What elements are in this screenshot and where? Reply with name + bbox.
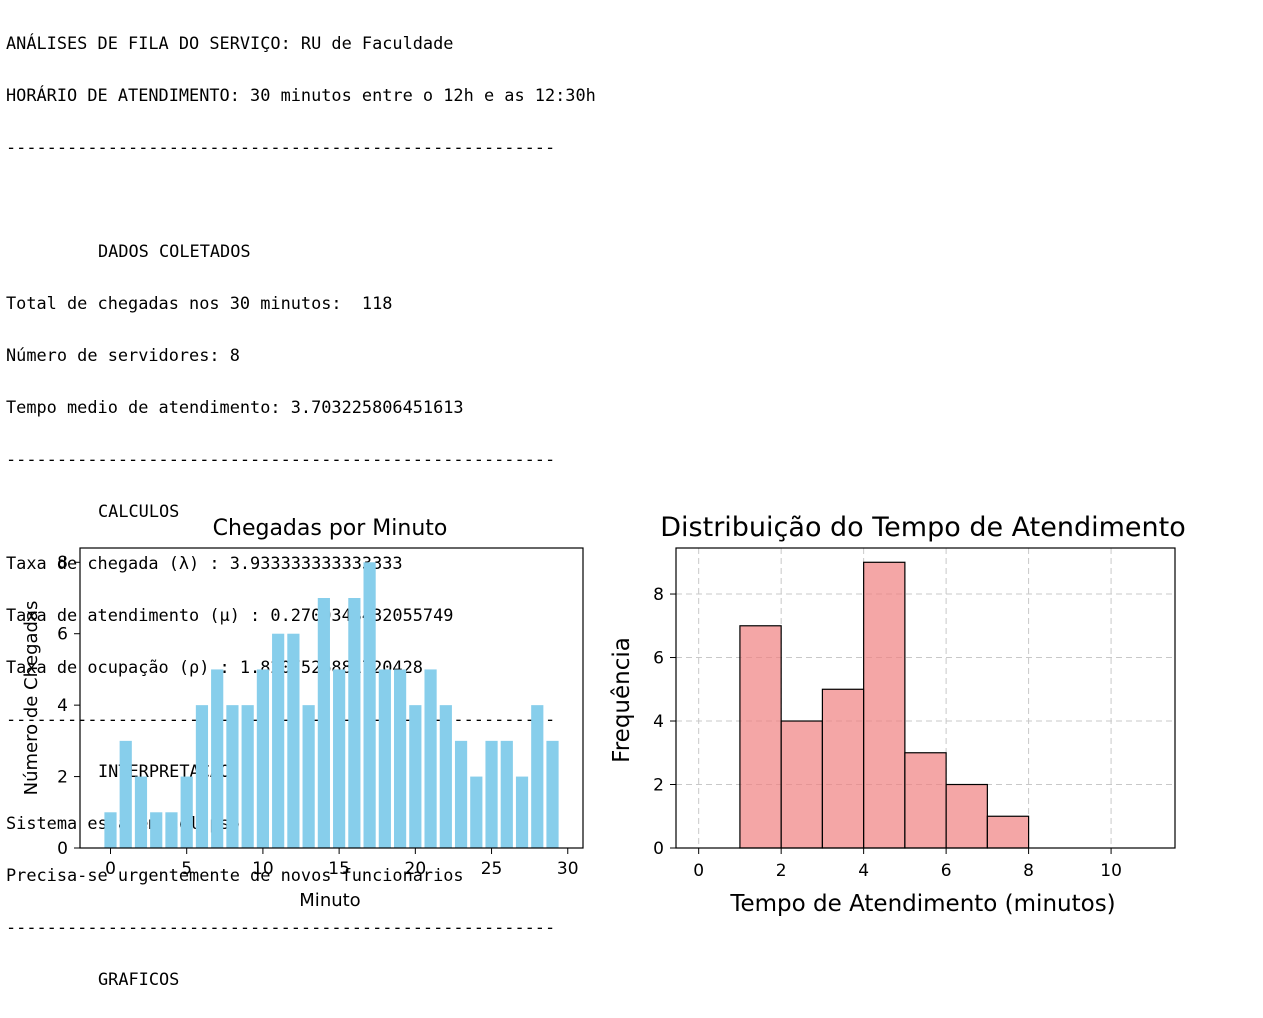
y-tick-label: 6 <box>653 648 664 668</box>
plot-frame <box>675 547 1176 849</box>
bar-minuto-25 <box>485 740 498 848</box>
bar-minuto-7 <box>211 669 224 848</box>
bar-minuto-29 <box>546 740 559 848</box>
x-tick-label: 25 <box>481 859 503 879</box>
x-tick-label: 8 <box>1023 861 1034 881</box>
bar-minuto-26 <box>500 740 513 848</box>
bar-minuto-9 <box>241 705 254 848</box>
y-tick-label: 6 <box>57 625 68 645</box>
bar-minuto-27 <box>515 776 529 848</box>
y-tick-label: 4 <box>653 712 664 732</box>
histogram-bar-2 <box>780 720 824 849</box>
x-tick-label: 15 <box>328 859 350 879</box>
interpretacao-line-2: Precisa-se urgentemente de novos funcion… <box>6 865 464 885</box>
x-axis-ticks: 0 5 10 15 20 25 30 <box>105 848 579 879</box>
bar-minuto-13 <box>302 705 315 848</box>
bar-minuto-0 <box>104 812 117 848</box>
x-tick-label: 5 <box>181 859 192 879</box>
bar-minuto-2 <box>134 776 148 848</box>
bar-minuto-19 <box>393 669 407 848</box>
taxa-chegada-line: Taxa de chegada (λ) : 3.933333333333333 <box>6 553 403 573</box>
histogram-bars <box>739 561 1030 849</box>
header-service: ANÁLISES DE FILA DO SERVIÇO: RU de Facul… <box>6 33 454 53</box>
bar-minuto-12 <box>287 633 300 848</box>
bar-minuto-16 <box>348 598 361 848</box>
console-output: ANÁLISES DE FILA DO SERVIÇO: RU de Facul… <box>6 4 596 1018</box>
y-tick-label: 4 <box>57 696 68 716</box>
x-tick-label: 10 <box>252 859 274 879</box>
x-tick-label: 2 <box>776 861 787 881</box>
blank-line <box>6 186 596 212</box>
y-axis-ticks: 0 2 4 6 8 <box>653 585 676 859</box>
y-tick-label: 0 <box>57 839 68 859</box>
histogram-bar-5 <box>904 752 947 849</box>
chart-distribuicao-tempo: Distribuição do Tempo de Atendimento 0 2 4… <box>609 512 1186 917</box>
x-tick-label: 0 <box>693 861 704 881</box>
y-axis-label: Número de Chegadas <box>21 601 42 796</box>
histogram-bar-7 <box>986 815 1030 849</box>
num-servidores-line: Número de servidores: 8 <box>6 345 240 365</box>
separator: ----------------------------------------… <box>6 137 556 157</box>
bar-minuto-11 <box>272 633 285 848</box>
chart-title: Distribuição do Tempo de Atendimento <box>660 512 1186 543</box>
chart-chegadas-por-minuto: Chegadas por Minuto 0 5 10 15 20 25 30 0 2 4 6 8 M… <box>21 516 584 911</box>
x-axis-label: Minuto <box>299 890 360 911</box>
bar-minuto-4 <box>165 812 178 848</box>
bar-minuto-20 <box>409 705 422 848</box>
bar-minuto-10 <box>256 669 270 848</box>
total-chegadas-line: Total de chegadas nos 30 minutos: 118 <box>6 293 393 313</box>
bar-minuto-21 <box>424 669 437 848</box>
x-tick-label: 20 <box>405 859 427 879</box>
bar-minuto-18 <box>378 669 391 848</box>
chart-title: Chegadas por Minuto <box>213 516 448 541</box>
bar-minuto-3 <box>150 812 163 848</box>
bar-minuto-15 <box>333 669 346 848</box>
bar-minuto-22 <box>439 705 452 848</box>
x-tick-label: 0 <box>105 859 116 879</box>
histogram-bar-3 <box>821 688 865 849</box>
x-axis-label: Tempo de Atendimento (minutos) <box>729 891 1115 917</box>
taxa-ocupacao-line: Taxa de ocupação (ρ) : 1.820752688172042… <box>6 657 423 677</box>
x-tick-label: 4 <box>858 861 869 881</box>
y-tick-label: 8 <box>653 585 664 605</box>
bar-series <box>104 562 559 848</box>
plot-frame <box>79 547 584 849</box>
taxa-atendimento-line: Taxa de atendimento (μ) : 0.270034843205… <box>6 605 454 625</box>
histogram-bar-1 <box>739 625 782 849</box>
bar-minuto-5 <box>180 776 193 848</box>
bar-minuto-6 <box>195 705 209 848</box>
bar-minuto-24 <box>470 776 483 848</box>
y-tick-label: 2 <box>653 775 664 795</box>
y-tick-label: 8 <box>57 553 68 573</box>
histogram-bar-4 <box>863 561 906 849</box>
bar-minuto-14 <box>317 598 330 848</box>
tempo-medio-line: Tempo medio de atendimento: 3.7032258064… <box>6 397 464 417</box>
section-dados: DADOS COLETADOS <box>98 241 251 261</box>
bar-minuto-28 <box>531 705 544 848</box>
bar-minuto-23 <box>454 740 468 848</box>
x-tick-label: 10 <box>1100 861 1122 881</box>
histogram-bar-6 <box>945 783 988 849</box>
separator: ----------------------------------------… <box>6 449 556 469</box>
bar-minuto-1 <box>119 740 132 848</box>
bar-minuto-17 <box>363 562 376 848</box>
y-tick-label: 0 <box>653 839 664 859</box>
x-axis-ticks: 0 2 4 6 8 10 <box>693 848 1122 881</box>
separator: ----------------------------------------… <box>6 917 556 937</box>
header-schedule: HORÁRIO DE ATENDIMENTO: 30 minutos entre… <box>6 85 596 105</box>
y-tick-label: 2 <box>57 768 68 788</box>
x-tick-label: 30 <box>557 859 579 879</box>
x-tick-label: 6 <box>941 861 952 881</box>
section-graficos: GRAFICOS <box>98 969 180 989</box>
y-axis-label: Frequência <box>609 637 635 763</box>
section-calculos: CALCULOS <box>98 501 180 521</box>
bar-minuto-8 <box>226 705 239 848</box>
y-axis-ticks: 0 2 4 6 8 <box>57 553 80 859</box>
